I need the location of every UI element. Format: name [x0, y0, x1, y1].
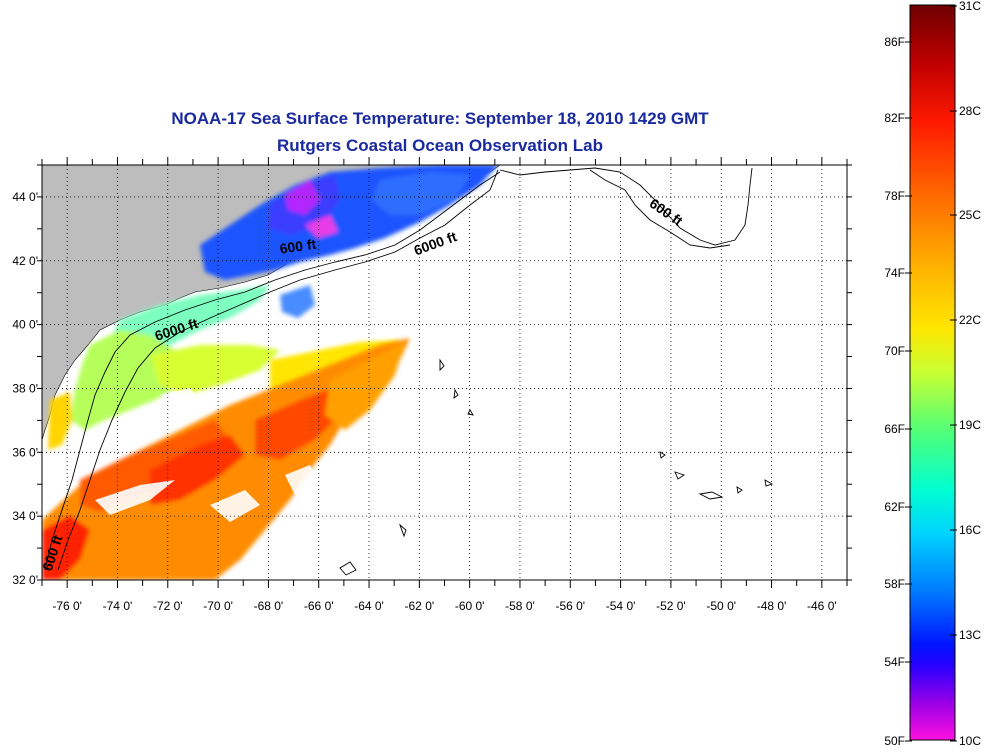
colorbar-f-label: 58F: [884, 577, 905, 591]
lon-tick-label: -72 0': [153, 599, 183, 613]
latitude-labels: 44 0' 42 0' 40 0' 38 0' 36 0' 34 0' 32 0': [12, 190, 38, 587]
colorbar-c-label: 16C: [959, 523, 981, 537]
lon-tick-label: -46 0': [807, 599, 837, 613]
lon-tick-label: -74 0': [103, 599, 133, 613]
colorbar-fahrenheit-labels: 86F 82F 78F 74F 70F 66F 62F 58F 54F 50F: [884, 35, 912, 748]
colorbar-f-label: 70F: [884, 344, 905, 358]
colorbar-c-label: 10C: [959, 734, 981, 748]
lon-tick-label: -50 0': [706, 599, 736, 613]
sst-gulf-of-maine: [200, 165, 498, 318]
lat-tick-label: 32 0': [12, 573, 38, 587]
lon-tick-label: -54 0': [606, 599, 636, 613]
colorbar-f-label: 82F: [884, 111, 905, 125]
colorbar-c-label: 31C: [959, 0, 981, 13]
colorbar-c-label: 22C: [959, 313, 981, 327]
longitude-labels: -76 0' -74 0' -72 0' -70 0' -68 0' -66 0' -64 …: [52, 599, 836, 613]
lon-tick-label: -52 0': [656, 599, 686, 613]
colorbar-celsius-labels: 31C 28C 25C 22C 19C 16C 13C 10C: [950, 0, 981, 748]
colorbar-c-label: 28C: [959, 104, 981, 118]
map-title: NOAA-17 Sea Surface Temperature: Septemb…: [171, 109, 709, 128]
bathymetry-contours: [44, 167, 774, 576]
lon-tick-label: -60 0': [455, 599, 485, 613]
colorbar-f-label: 78F: [884, 189, 905, 203]
colorbar-c-label: 13C: [959, 628, 981, 642]
lon-tick-label: -62 0': [405, 599, 435, 613]
lon-tick-label: -48 0': [757, 599, 787, 613]
colorbar-f-label: 74F: [884, 266, 905, 280]
lon-tick-label: -58 0': [505, 599, 535, 613]
lat-tick-label: 42 0': [12, 254, 38, 268]
colorbar-gradient: [909, 4, 956, 741]
lat-tick-label: 44 0': [12, 190, 38, 204]
colorbar-c-label: 19C: [959, 418, 981, 432]
lon-tick-label: -66 0': [304, 599, 334, 613]
lat-tick-label: 34 0': [12, 509, 38, 523]
sst-gulf-stream: [42, 338, 410, 580]
lon-tick-label: -56 0': [555, 599, 585, 613]
cloud-gaps: [95, 388, 318, 522]
map-ticks: [37, 157, 852, 588]
colorbar-f-label: 50F: [884, 734, 905, 748]
colorbar: 86F 82F 78F 74F 70F 66F 62F 58F 54F 50F 31C 28C 25C…: [884, 0, 981, 748]
colorbar-f-label: 54F: [884, 655, 905, 669]
contour-label: 600 ft: [279, 236, 318, 257]
lat-tick-label: 40 0': [12, 318, 38, 332]
lon-tick-label: -70 0': [203, 599, 233, 613]
lon-tick-label: -76 0': [52, 599, 82, 613]
map-subtitle: Rutgers Coastal Ocean Observation Lab: [277, 136, 603, 155]
colorbar-f-label: 86F: [884, 35, 905, 49]
colorbar-c-label: 25C: [959, 208, 981, 222]
lon-tick-label: -68 0': [254, 599, 284, 613]
lon-tick-label: -64 0': [354, 599, 384, 613]
colorbar-f-label: 66F: [884, 422, 905, 436]
colorbar-f-label: 62F: [884, 500, 905, 514]
lat-tick-label: 38 0': [12, 381, 38, 395]
lat-tick-label: 36 0': [12, 445, 38, 459]
